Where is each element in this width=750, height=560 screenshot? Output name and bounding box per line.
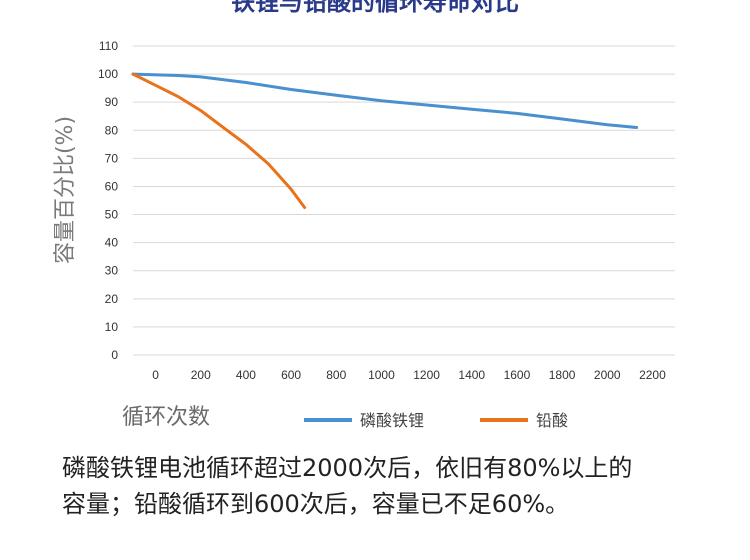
x-tick-label: 1200 (413, 368, 440, 382)
x-tick-label: 1800 (549, 368, 576, 382)
y-tick-label: 20 (105, 292, 119, 306)
grid-lines (133, 45, 675, 356)
y-tick-label: 50 (105, 208, 119, 222)
x-tick-label: 400 (236, 368, 256, 382)
line-chart: 0 10 20 30 40 50 60 70 80 90 100 110 0 200 400 600 800 1… (53, 39, 675, 430)
y-tick-label: 60 (105, 179, 119, 193)
y-tick-label: 70 (105, 151, 119, 165)
x-tick-label: 1400 (458, 368, 485, 382)
x-tick-label: 1000 (368, 368, 395, 382)
x-tick-label: 2000 (594, 368, 621, 382)
y-tick-label: 0 (111, 348, 118, 362)
legend: 磷酸铁锂 铅酸 (304, 411, 568, 430)
caption-text: 磷酸铁锂电池循环超过2000次后，依旧有80%以上的 容量；铅酸循环到600次后… (62, 450, 742, 522)
x-axis-ticks: 0 200 400 600 800 1000 1200 1400 1600 1800 2000 220… (152, 368, 666, 382)
y-tick-label: 100 (98, 67, 118, 81)
caption-line-2: 容量；铅酸循环到600次后，容量已不足60%。 (62, 490, 570, 518)
x-tick-label: 2200 (639, 368, 666, 382)
x-tick-label: 800 (326, 368, 346, 382)
x-tick-label: 200 (191, 368, 211, 382)
y-tick-label: 90 (105, 95, 119, 109)
x-tick-label: 0 (152, 368, 159, 382)
legend-label: 磷酸铁锂 (360, 411, 424, 430)
series-line-2 (131, 72, 307, 209)
chart-title: 铁锂与铅酸的循环寿命对比 (231, 0, 519, 16)
caption-line-1: 磷酸铁锂电池循环超过2000次后，依旧有80%以上的 (62, 454, 633, 482)
x-tick-label: 600 (281, 368, 301, 382)
y-tick-label: 30 (105, 264, 119, 278)
y-tick-label: 110 (99, 39, 118, 53)
y-tick-label: 10 (105, 320, 119, 334)
series-line-1 (131, 72, 639, 129)
y-tick-label: 80 (105, 123, 119, 137)
x-tick-label: 1600 (504, 368, 531, 382)
x-axis-label: 循环次数 (122, 405, 210, 430)
y-tick-label: 40 (105, 236, 119, 250)
series-lines (131, 72, 639, 209)
y-axis-label: 容量百分比(%) (53, 116, 78, 264)
legend-label: 铅酸 (536, 411, 568, 430)
y-axis-ticks: 0 10 20 30 40 50 60 70 80 90 100 110 (98, 39, 118, 362)
